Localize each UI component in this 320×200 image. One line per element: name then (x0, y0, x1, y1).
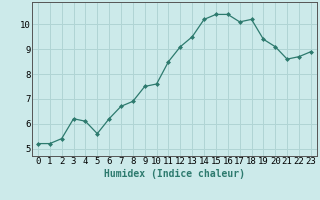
X-axis label: Humidex (Indice chaleur): Humidex (Indice chaleur) (104, 169, 245, 179)
